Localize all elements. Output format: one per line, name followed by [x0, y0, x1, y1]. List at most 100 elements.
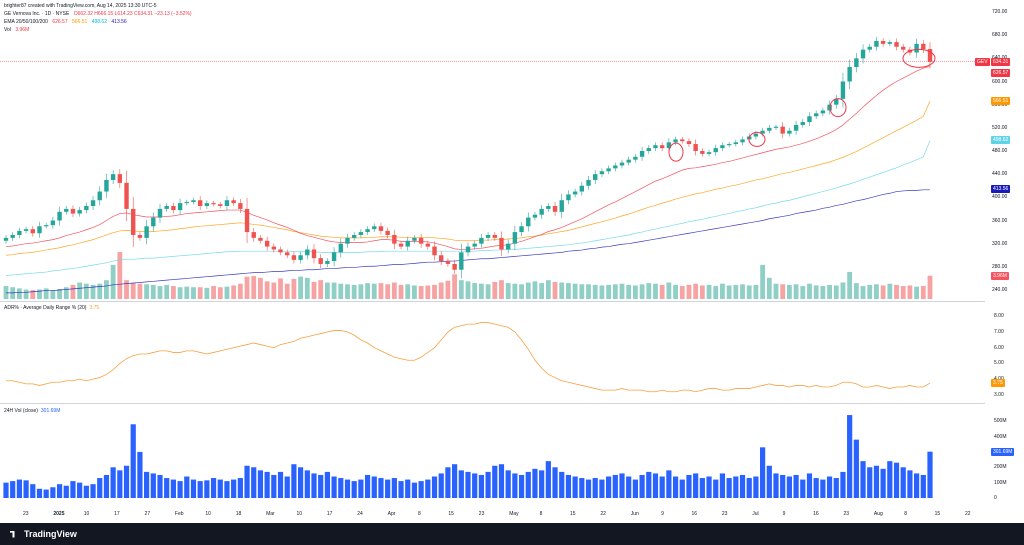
volume-bar	[231, 285, 237, 299]
chart-canvas[interactable]	[0, 0, 1024, 523]
volume-bar	[170, 286, 176, 299]
volume-bar	[425, 285, 431, 299]
candle-body	[412, 237, 417, 241]
volume-bar	[686, 284, 692, 299]
volume-bar	[914, 286, 920, 299]
ema-legend[interactable]: EMA 20/50/100/200 626.57 566.51 498.62 4…	[4, 19, 130, 25]
volume-bar	[840, 282, 846, 299]
candle-body	[50, 220, 56, 226]
volume-bar	[793, 284, 799, 299]
time-tick: 23	[721, 511, 728, 517]
volume-bar	[311, 281, 317, 299]
volume-bar	[773, 283, 779, 299]
candle-body	[57, 211, 62, 221]
vol24-tag: 301.69M	[991, 447, 1015, 456]
vol24-pane-title[interactable]: 24H Vol (close) 301.69M	[4, 408, 60, 414]
price-tick: 360.00	[992, 217, 1008, 224]
volume-bar	[104, 280, 109, 299]
price-tag: GEV	[975, 57, 990, 66]
vol24-bar	[338, 478, 344, 498]
time-tick: 15	[569, 511, 576, 517]
candle-body	[17, 230, 22, 235]
vol24-bar	[184, 476, 190, 498]
candle-body	[479, 237, 484, 244]
vol24-bar	[478, 474, 484, 498]
vol24-bar	[679, 479, 685, 498]
volume-bar	[733, 284, 739, 299]
volume-bar	[237, 283, 243, 299]
vol24-bar	[150, 473, 156, 498]
vol24-bar	[385, 479, 391, 498]
candle-body	[874, 40, 879, 47]
vol24-bar	[438, 473, 444, 498]
time-tick: 8	[418, 511, 421, 517]
vol24-bar	[666, 470, 672, 498]
volume-bar	[646, 283, 652, 299]
volume-bar	[191, 287, 196, 299]
vol24-tick: 500M	[994, 418, 1007, 425]
candle-body	[639, 151, 645, 157]
ema100-value: 498.62	[91, 19, 107, 25]
vol24-bar	[746, 478, 752, 498]
time-tick: Jul	[752, 511, 759, 517]
volume-bar	[472, 283, 478, 299]
candle-body	[606, 168, 611, 172]
candle-body	[465, 246, 471, 253]
adr-pane-title[interactable]: ADR% · Average Daily Range % (20) 3.75	[4, 305, 99, 311]
ema50-value: 566.51	[72, 19, 88, 25]
vol24-bar	[833, 478, 839, 498]
candle-body	[613, 165, 618, 169]
volume-bar	[766, 277, 772, 299]
candle-body	[157, 208, 163, 218]
vol24-tick: 400M	[994, 433, 1007, 440]
vol24-bar	[77, 482, 83, 498]
candle-body	[184, 201, 189, 204]
volume-bar	[224, 286, 230, 299]
candle-body	[110, 174, 116, 180]
candle-body	[439, 255, 444, 262]
adr-tick: 5.00	[994, 360, 1004, 367]
volume-bar	[130, 282, 136, 299]
pane-divider-2[interactable]	[0, 403, 985, 404]
candle-body	[807, 116, 812, 123]
volume-bar	[632, 285, 638, 299]
vol-legend[interactable]: Vol 3.96M	[4, 27, 32, 33]
vol24-bar	[63, 485, 69, 498]
volume-bar	[746, 285, 752, 299]
volume-bar	[177, 287, 183, 299]
candle-body	[559, 200, 564, 212]
vol24-bar	[860, 461, 866, 498]
volume-bar	[478, 283, 484, 299]
tradingview-logo[interactable]: TradingView	[10, 529, 77, 539]
candle-body	[767, 127, 772, 131]
vol24-bar	[927, 451, 933, 498]
volume-bar	[847, 271, 853, 299]
volume-bar	[780, 284, 786, 299]
vol24-bar	[920, 474, 926, 498]
price-tag: 413.56	[991, 185, 1011, 194]
vol24-bar	[726, 478, 732, 498]
volume-bar	[77, 282, 83, 299]
vol24-bar	[83, 485, 89, 498]
candle-body	[392, 234, 397, 244]
vol24-bar	[418, 481, 424, 498]
candle-body	[485, 234, 491, 238]
candle-body	[740, 139, 745, 143]
volume-bar	[164, 284, 170, 299]
candle-body	[586, 179, 591, 186]
vol24-bar	[753, 476, 759, 498]
vol24-bar	[887, 461, 893, 498]
symbol-name[interactable]: GE Vernova Inc. · 1D · NYSE	[4, 11, 70, 17]
candle-body	[211, 203, 216, 205]
time-tick: 10	[205, 511, 211, 517]
volume-bar	[720, 283, 725, 299]
candle-body	[693, 144, 698, 151]
candle-body	[539, 208, 544, 215]
candle-body	[338, 243, 343, 253]
vol24-bar	[23, 480, 29, 498]
candle-body	[271, 246, 277, 250]
candle-body	[780, 126, 785, 134]
time-tick: 17	[326, 511, 333, 517]
pane-divider-1[interactable]	[0, 301, 985, 302]
candle-body	[760, 130, 765, 134]
